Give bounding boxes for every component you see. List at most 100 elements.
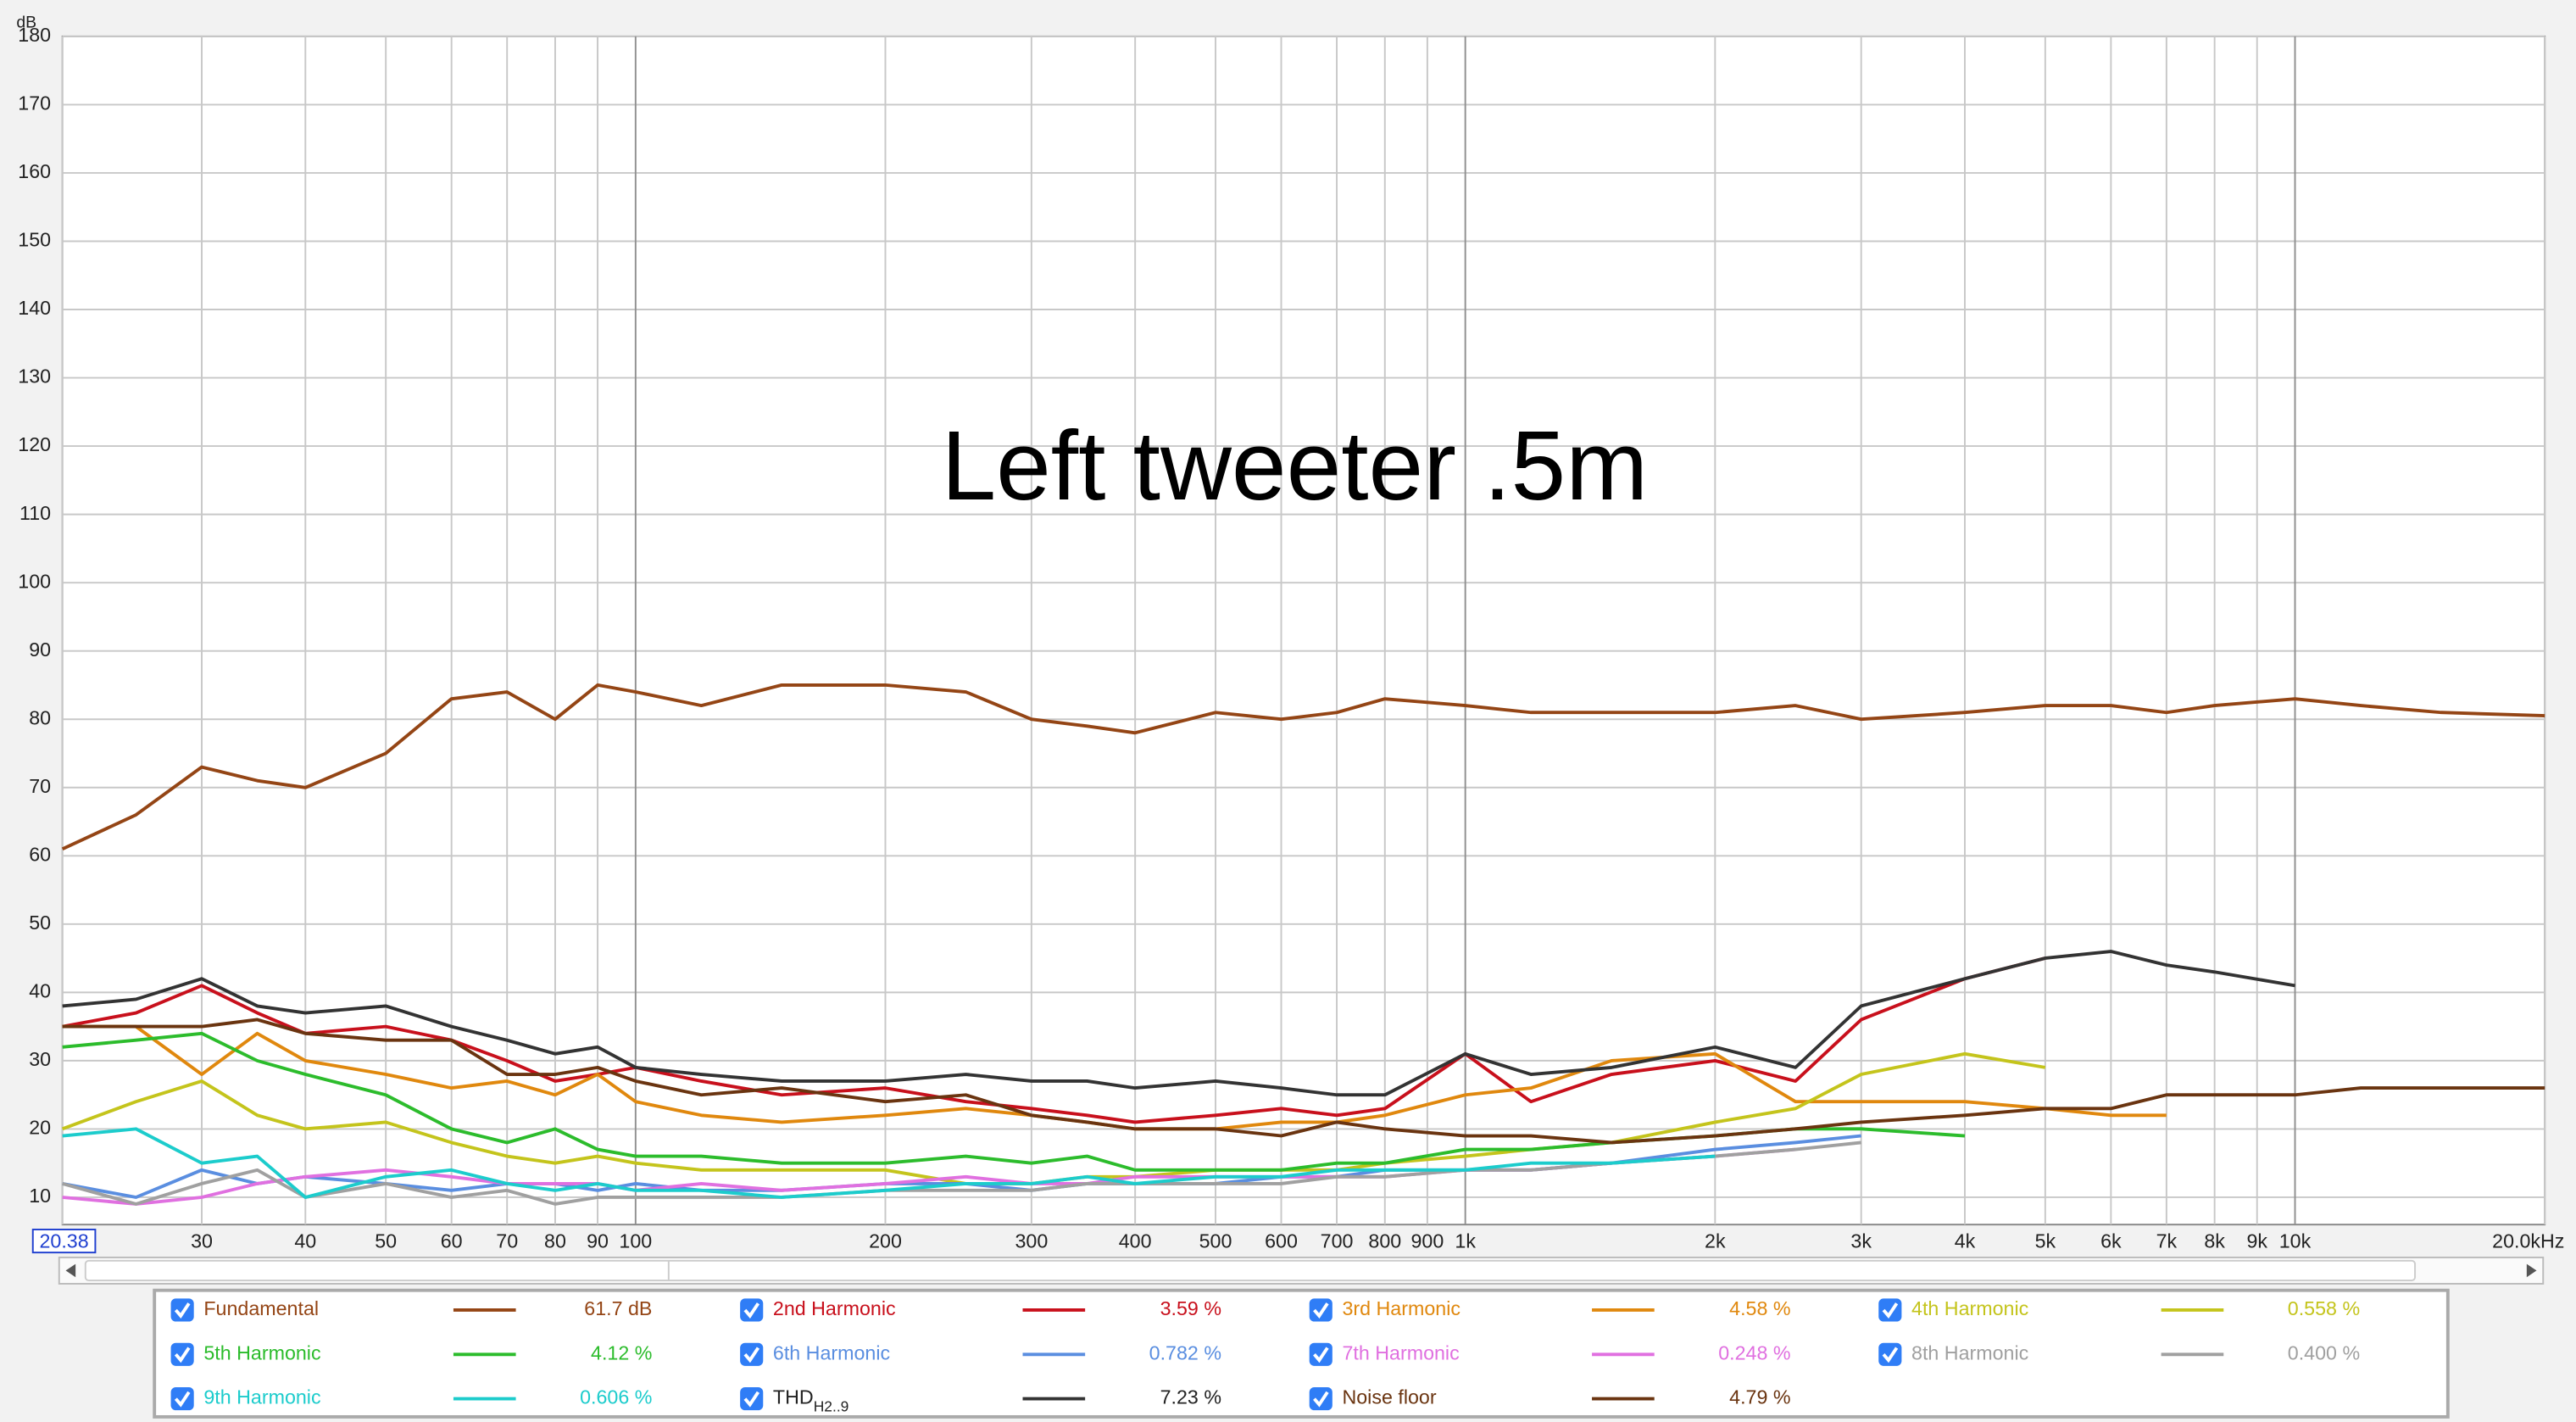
checkmark [174, 1302, 191, 1319]
legend-readout: 0.248 % [1718, 1341, 1790, 1363]
series-line [62, 950, 2295, 1097]
legend-subscript: H2..9 [814, 1397, 849, 1414]
legend-label: 8th Harmonic [1911, 1341, 2029, 1363]
x-tick-label: 10k [2279, 1230, 2312, 1252]
x-tick-label: 20.38 [39, 1230, 88, 1252]
y-tick-label: 150 [18, 229, 51, 251]
checkbox[interactable] [740, 1342, 764, 1366]
x-tick-label: 8k [2204, 1230, 2225, 1252]
checkbox[interactable] [170, 1342, 194, 1366]
x-tick-label: 30 [191, 1230, 213, 1252]
x-tick-label: 60 [441, 1230, 463, 1252]
x-tick-label: 100 [619, 1230, 652, 1252]
scroll-left[interactable] [65, 1263, 76, 1278]
lines [61, 683, 2545, 1206]
x-tick-label: 7k [2156, 1230, 2178, 1252]
legend-readout: 4.58 % [1729, 1297, 1790, 1319]
checkbox[interactable] [1309, 1342, 1333, 1366]
x-tick-label: 5k [2035, 1230, 2056, 1252]
legend-readout: 0.400 % [2288, 1341, 2360, 1363]
x-tick-label: 70 [496, 1230, 518, 1252]
y-tick-label: 20 [29, 1117, 51, 1139]
y-tick-label: 180 [18, 24, 51, 46]
x-tick-label: 700 [1321, 1230, 1354, 1252]
series-line [61, 683, 2545, 851]
x-tick-label: 20.0kHz [2492, 1230, 2564, 1252]
y-tick-label: 80 [29, 706, 51, 728]
legend-name: 9th Harmonic [203, 1386, 321, 1408]
x-tick-label: 1k [1455, 1230, 1476, 1252]
y-tick-label: 30 [29, 1048, 51, 1070]
y-tick-label: 10 [29, 1185, 51, 1207]
legend-label: 2nd Harmonic [773, 1297, 896, 1319]
series-line [62, 1127, 1716, 1199]
legend-label: Noise floor [1342, 1386, 1436, 1408]
checkbox[interactable] [170, 1298, 194, 1322]
y-tick-label: 70 [29, 775, 51, 797]
legend-label: 3rd Harmonic [1342, 1297, 1460, 1319]
checkbox[interactable] [1309, 1387, 1333, 1411]
legend-name: Fundamental [203, 1297, 319, 1319]
legend-panel [153, 1288, 2450, 1419]
checkmark [1313, 1302, 1329, 1319]
series-line [62, 1031, 1966, 1172]
legend-readout: 4.12 % [591, 1341, 652, 1363]
y-unit: dB [16, 14, 36, 32]
checkbox[interactable] [1309, 1298, 1333, 1322]
legend-readout: 0.558 % [2288, 1297, 2360, 1319]
checkmark [1313, 1391, 1329, 1408]
scroll-right[interactable] [2526, 1263, 2537, 1278]
legend-name: 2nd Harmonic [773, 1297, 896, 1319]
checkbox[interactable] [170, 1387, 194, 1411]
x-tick-label: 800 [1368, 1230, 1401, 1252]
legend-name: 6th Harmonic [773, 1341, 891, 1363]
x-tick-label: 90 [587, 1230, 609, 1252]
legend-name: 5th Harmonic [203, 1341, 321, 1363]
checkbox[interactable] [1878, 1342, 1902, 1366]
x-tick-label: 2k [1705, 1230, 1726, 1252]
x-tick-label: 300 [1015, 1230, 1048, 1252]
legend-readout: 4.79 % [1729, 1386, 1790, 1408]
y-tick-label: 110 [19, 502, 51, 524]
legend-label: THDH2..9 [773, 1386, 848, 1414]
legend-label: 4th Harmonic [1911, 1297, 2029, 1319]
x-tick-label: 80 [544, 1230, 566, 1252]
x-tick-label: 50 [375, 1230, 397, 1252]
y-tick-label: 130 [18, 365, 51, 388]
x-tick-label: 200 [869, 1230, 902, 1252]
series-line [62, 1140, 1861, 1206]
legend-readout: 0.782 % [1149, 1341, 1221, 1363]
x-tick-label: 500 [1199, 1230, 1232, 1252]
legend-label: 6th Harmonic [773, 1341, 891, 1363]
checkmark [743, 1302, 760, 1319]
legend-readout: 61.7 dB [584, 1297, 652, 1319]
legend-name: THD [773, 1386, 814, 1408]
legend-label: Fundamental [203, 1297, 319, 1319]
y-tick-label: 90 [29, 639, 51, 661]
checkmark [1313, 1347, 1329, 1363]
y-tick-label: 50 [29, 912, 51, 934]
legend-label: 9th Harmonic [203, 1386, 321, 1408]
y-tick-label: 40 [29, 979, 51, 1001]
checkbox[interactable] [740, 1387, 764, 1411]
legend-name: 4th Harmonic [1911, 1297, 2029, 1319]
y-tick-label: 100 [18, 570, 51, 592]
checkbox[interactable] [1878, 1298, 1902, 1322]
legend-name: Noise floor [1342, 1386, 1436, 1408]
legend-name: 7th Harmonic [1342, 1341, 1460, 1363]
checkbox[interactable] [740, 1298, 764, 1322]
x-tick-label: 600 [1265, 1230, 1298, 1252]
x-tick-label: 40 [294, 1230, 316, 1252]
checkmark [1882, 1302, 1899, 1319]
checkmark [174, 1347, 191, 1363]
y-tick-label: 60 [29, 843, 51, 865]
legend-readout: 0.606 % [580, 1386, 652, 1408]
y-tick-label: 160 [18, 160, 51, 182]
series-line [62, 1018, 2545, 1145]
scroll-thumb[interactable] [84, 1259, 2417, 1282]
y-tick-label: 120 [18, 433, 51, 455]
x-tick-label: 900 [1410, 1230, 1444, 1252]
x-tick-label: 3k [1850, 1230, 1872, 1252]
checkmark [743, 1347, 760, 1363]
